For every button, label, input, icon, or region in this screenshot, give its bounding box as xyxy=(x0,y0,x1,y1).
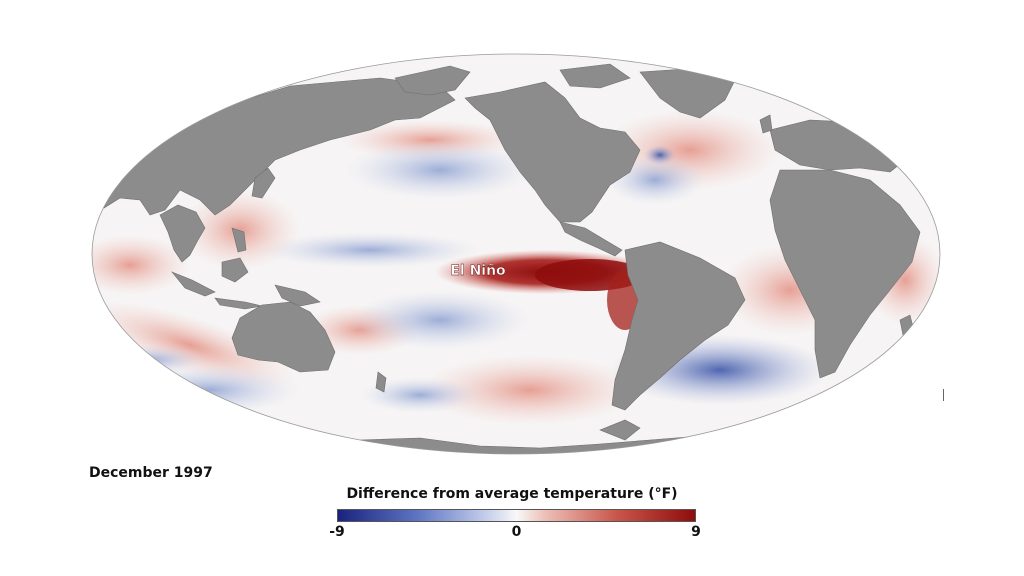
colorbar-tick-max: 9 xyxy=(691,524,701,540)
ocean-anomalies xyxy=(92,63,940,454)
warm-anomaly-south-pacific xyxy=(420,355,640,425)
land-australia xyxy=(231,301,336,373)
land-southeast-asia xyxy=(159,204,206,263)
land-japan xyxy=(251,167,276,199)
cool-anomaly-north-pacific xyxy=(345,140,535,200)
legend-title: Difference from average temperature (°F) xyxy=(346,486,678,502)
colorbar-tick-min: -9 xyxy=(329,524,345,540)
date-label: December 1997 xyxy=(89,465,213,481)
land-sumatra xyxy=(171,271,216,297)
warm-anomaly-indian-ocean xyxy=(92,301,295,389)
cool-anomaly-southern-west xyxy=(95,345,205,375)
land-north-america xyxy=(464,81,641,223)
land-africa xyxy=(769,169,921,379)
edge-mark xyxy=(943,389,944,401)
cool-anomaly-south-pacific xyxy=(350,290,530,350)
colorbar-tick-mid: 0 xyxy=(511,524,522,540)
land-masses xyxy=(92,63,921,454)
land-uk xyxy=(759,114,773,134)
land-arctic-islands xyxy=(559,63,631,89)
land-asia xyxy=(92,77,456,216)
cool-anomaly-tasman xyxy=(360,377,480,413)
land-south-america xyxy=(611,241,746,411)
cool-anomaly-indian xyxy=(120,365,300,415)
land-philippines xyxy=(231,227,247,253)
land-central-america xyxy=(559,221,623,257)
land-new-zealand xyxy=(375,371,387,393)
cool-anomaly-labrador xyxy=(644,145,676,165)
warm-anomaly-east-indian xyxy=(92,235,190,295)
elnino-label: El Niño xyxy=(450,263,506,279)
cool-anomaly-central-pacific xyxy=(260,232,480,268)
land-java xyxy=(214,297,263,310)
land-antarctic-peninsula xyxy=(599,419,641,441)
land-antarctica xyxy=(299,435,761,454)
land-east-siberia xyxy=(394,65,471,96)
land-new-guinea xyxy=(274,284,321,307)
land-borneo xyxy=(221,257,249,283)
globe-outline xyxy=(91,53,941,455)
colorbar xyxy=(337,509,696,522)
